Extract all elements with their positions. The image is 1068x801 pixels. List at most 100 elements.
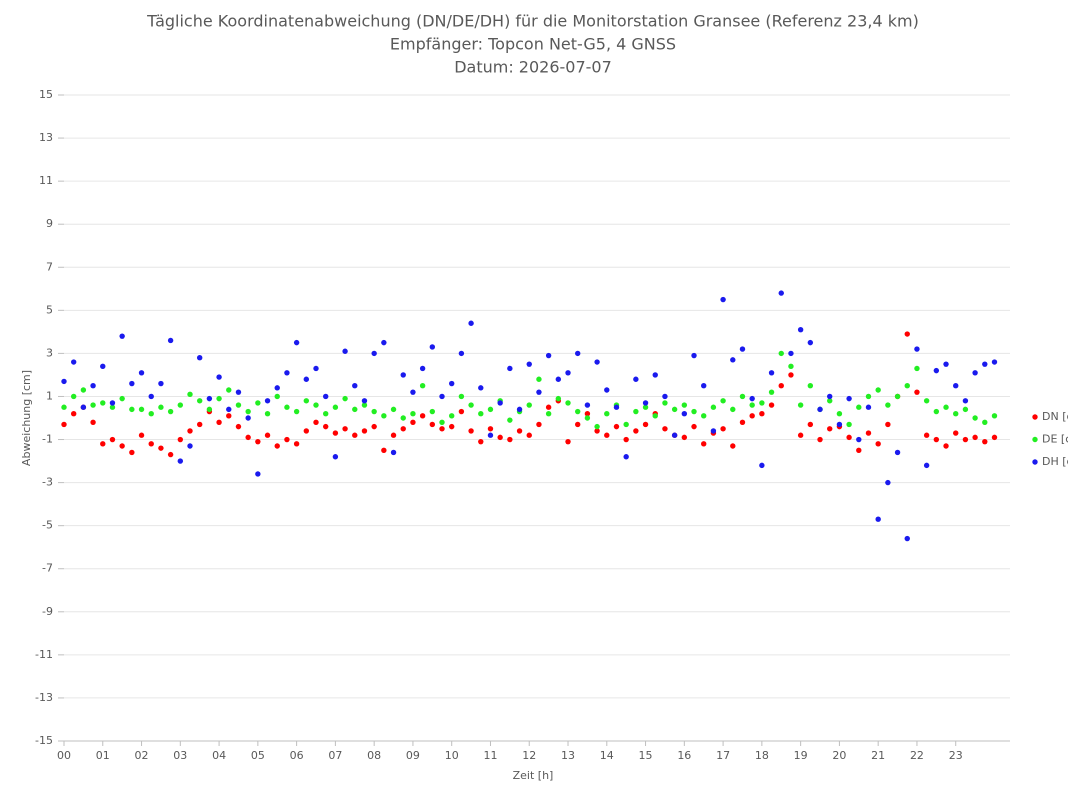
- data-point: [594, 428, 600, 434]
- y-tick-label: 13: [39, 131, 53, 144]
- data-point: [933, 436, 940, 443]
- legend-marker: [1032, 414, 1038, 420]
- y-tick-label: -7: [42, 562, 53, 575]
- data-point: [846, 434, 852, 441]
- x-tick-label: 19: [794, 749, 808, 762]
- x-tick-label: 00: [57, 749, 71, 762]
- data-point: [768, 402, 775, 408]
- data-point: [526, 402, 532, 408]
- data-point: [953, 383, 959, 389]
- data-point: [284, 370, 290, 376]
- data-point: [216, 419, 222, 426]
- data-point: [410, 419, 416, 426]
- data-point: [148, 410, 154, 417]
- data-point: [594, 423, 600, 430]
- data-point: [681, 410, 688, 417]
- data-point: [730, 443, 736, 449]
- y-tick-label: -15: [35, 734, 53, 747]
- data-point: [914, 389, 920, 395]
- data-point: [817, 436, 823, 443]
- data-point: [332, 430, 339, 436]
- data-point: [235, 423, 242, 430]
- data-point: [100, 400, 106, 406]
- y-tick-label: 5: [46, 303, 53, 316]
- data-point: [400, 372, 406, 378]
- data-point: [875, 516, 881, 522]
- data-point: [623, 436, 629, 443]
- data-point: [807, 383, 814, 389]
- data-point: [148, 393, 154, 400]
- data-point: [381, 447, 387, 453]
- data-point: [342, 348, 348, 354]
- data-point: [255, 400, 261, 406]
- data-point: [584, 410, 591, 417]
- data-point: [788, 350, 794, 357]
- data-point: [652, 413, 658, 419]
- legend-label: DH [cm]: [1042, 455, 1068, 468]
- data-point: [148, 441, 154, 447]
- data-point: [497, 400, 503, 406]
- x-tick-label: 11: [483, 749, 497, 762]
- data-point: [61, 404, 67, 410]
- data-point: [507, 365, 513, 372]
- data-point: [788, 363, 794, 370]
- data-point: [778, 383, 784, 389]
- data-point: [371, 350, 377, 357]
- data-point: [962, 436, 969, 443]
- data-point: [352, 383, 358, 389]
- data-point: [264, 410, 271, 417]
- data-point: [80, 404, 87, 410]
- data-point: [468, 428, 474, 434]
- y-tick-label: 7: [46, 260, 53, 273]
- data-point: [536, 376, 542, 382]
- data-point: [991, 434, 998, 441]
- y-tick-label: 11: [39, 174, 53, 187]
- data-point: [778, 290, 784, 296]
- data-point: [449, 380, 455, 387]
- data-point: [633, 376, 639, 382]
- data-point: [129, 406, 135, 413]
- data-point: [972, 415, 978, 421]
- data-point: [196, 398, 203, 404]
- legend-marker: [1032, 436, 1038, 443]
- data-point: [671, 432, 678, 438]
- data-point: [187, 391, 193, 398]
- data-point: [555, 395, 562, 402]
- data-point: [158, 445, 164, 451]
- data-point: [720, 398, 726, 404]
- data-point: [778, 350, 784, 357]
- x-tick-label: 15: [639, 749, 653, 762]
- data-point: [410, 410, 416, 417]
- data-point: [962, 406, 969, 413]
- data-point: [797, 432, 804, 438]
- data-point: [323, 410, 329, 417]
- data-point: [284, 436, 290, 443]
- data-point: [953, 410, 959, 417]
- x-tick-label: 04: [212, 749, 226, 762]
- data-point: [439, 426, 445, 432]
- data-point: [885, 479, 891, 486]
- data-point: [526, 361, 532, 367]
- data-point: [313, 402, 319, 408]
- data-point: [904, 383, 910, 389]
- data-point: [807, 339, 814, 346]
- data-point: [749, 395, 755, 402]
- x-axis-label: Zeit [h]: [513, 769, 554, 782]
- data-point: [875, 441, 881, 447]
- data-point: [138, 370, 145, 376]
- x-tick-label: 13: [561, 749, 575, 762]
- data-point: [642, 421, 649, 428]
- data-point: [293, 441, 300, 447]
- data-point: [584, 402, 591, 408]
- data-point: [972, 434, 978, 441]
- chart-subtitle: Datum: 2026-07-07: [454, 58, 612, 77]
- data-point: [119, 333, 125, 339]
- data-point: [836, 421, 843, 428]
- data-point: [575, 408, 581, 415]
- data-point: [313, 419, 319, 426]
- data-point: [662, 400, 668, 406]
- data-point: [264, 432, 271, 438]
- data-point: [293, 408, 300, 415]
- data-point: [914, 365, 920, 372]
- data-point: [429, 408, 436, 415]
